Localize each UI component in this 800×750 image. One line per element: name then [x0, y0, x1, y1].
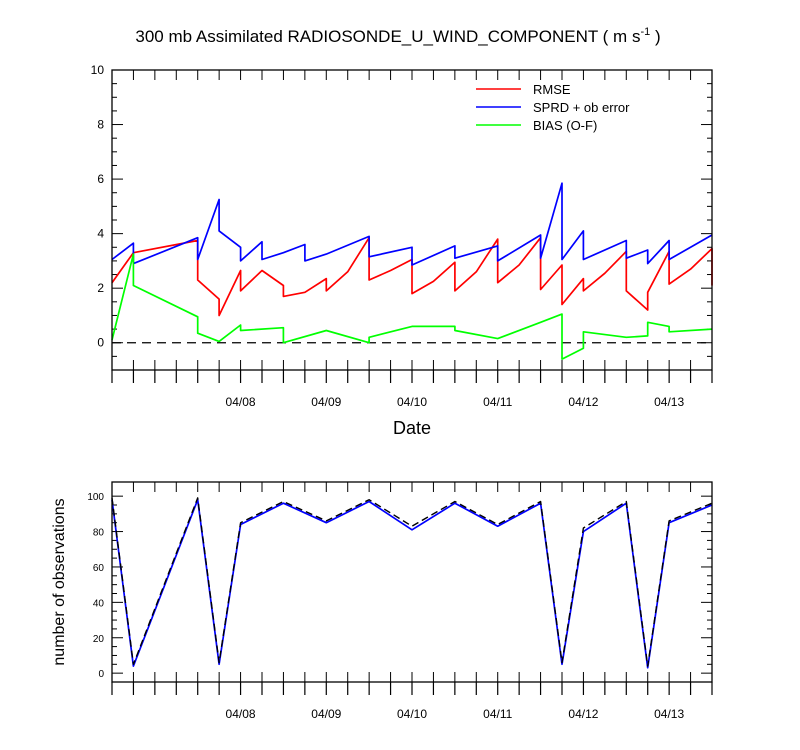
series-line-sprd-ob-error: [111, 182, 713, 266]
top-chart-title-end: ): [650, 27, 660, 46]
top-chart-legend: RMSE SPRD + ob error BIAS (O-F): [476, 82, 630, 133]
y-tick-label: 80: [93, 528, 105, 539]
top-chart-x-axis-label: Date: [393, 418, 431, 438]
top-chart-series-layer: [111, 182, 713, 360]
series-line-bias-o-f: [111, 253, 713, 360]
top-chart-ticks: [111, 69, 713, 383]
top-chart-y-tick-labels: 0 2 4 6 8 10: [91, 63, 105, 350]
x-tick-label: 04/12: [568, 707, 598, 721]
bottom-chart-frame: [111, 481, 713, 683]
x-tick-label: 04/13: [654, 395, 684, 409]
top-chart-title-superscript: -1: [640, 26, 650, 38]
x-tick-label: 04/09: [311, 707, 341, 721]
bottom-chart-y-axis-label: number of observations: [51, 498, 68, 665]
x-tick-label: 04/10: [397, 707, 427, 721]
x-tick-label: 04/08: [226, 395, 256, 409]
bottom-chart-ticks: [111, 482, 713, 695]
legend-label-sprd: SPRD + ob error: [533, 100, 630, 115]
y-tick-label: 60: [93, 563, 105, 574]
legend-label-bias: BIAS (O-F): [533, 118, 597, 133]
x-tick-label: 04/11: [483, 707, 512, 721]
series-line-observations-solid: [111, 498, 713, 669]
y-tick-label: 8: [97, 118, 104, 132]
y-tick-label: 4: [97, 227, 104, 241]
y-tick-label: 40: [93, 598, 105, 609]
series-line-observations-dashed: [111, 497, 713, 667]
y-tick-label: 20: [93, 634, 105, 645]
bottom-chart-x-tick-labels: 04/08 04/09 04/10 04/11 04/12 04/13: [226, 707, 685, 721]
series-line-rmse: [111, 236, 713, 317]
y-tick-label: 0: [97, 336, 104, 350]
x-tick-label: 04/11: [483, 395, 512, 409]
bottom-chart-y-tick-labels: 0 20 40 60 80 100: [87, 492, 104, 680]
x-tick-label: 04/12: [568, 395, 598, 409]
top-chart-title-main: 300 mb Assimilated RADIOSONDE_U_WIND_COM…: [135, 27, 640, 46]
y-tick-label: 2: [97, 281, 104, 295]
y-tick-label: 10: [91, 63, 105, 77]
x-tick-label: 04/08: [226, 707, 256, 721]
y-tick-label: 100: [87, 492, 104, 503]
bottom-chart-series-layer: [111, 497, 713, 669]
y-tick-label: 6: [97, 172, 104, 186]
x-tick-label: 04/09: [311, 395, 341, 409]
y-tick-label: 0: [98, 669, 104, 680]
x-tick-label: 04/13: [654, 707, 684, 721]
legend-label-rmse: RMSE: [533, 82, 571, 97]
x-tick-label: 04/10: [397, 395, 427, 409]
top-chart-x-tick-labels: 04/08 04/09 04/10 04/11 04/12 04/13: [226, 395, 685, 409]
top-chart-title: 300 mb Assimilated RADIOSONDE_U_WIND_COM…: [135, 26, 660, 46]
top-chart-frame: [111, 69, 713, 371]
